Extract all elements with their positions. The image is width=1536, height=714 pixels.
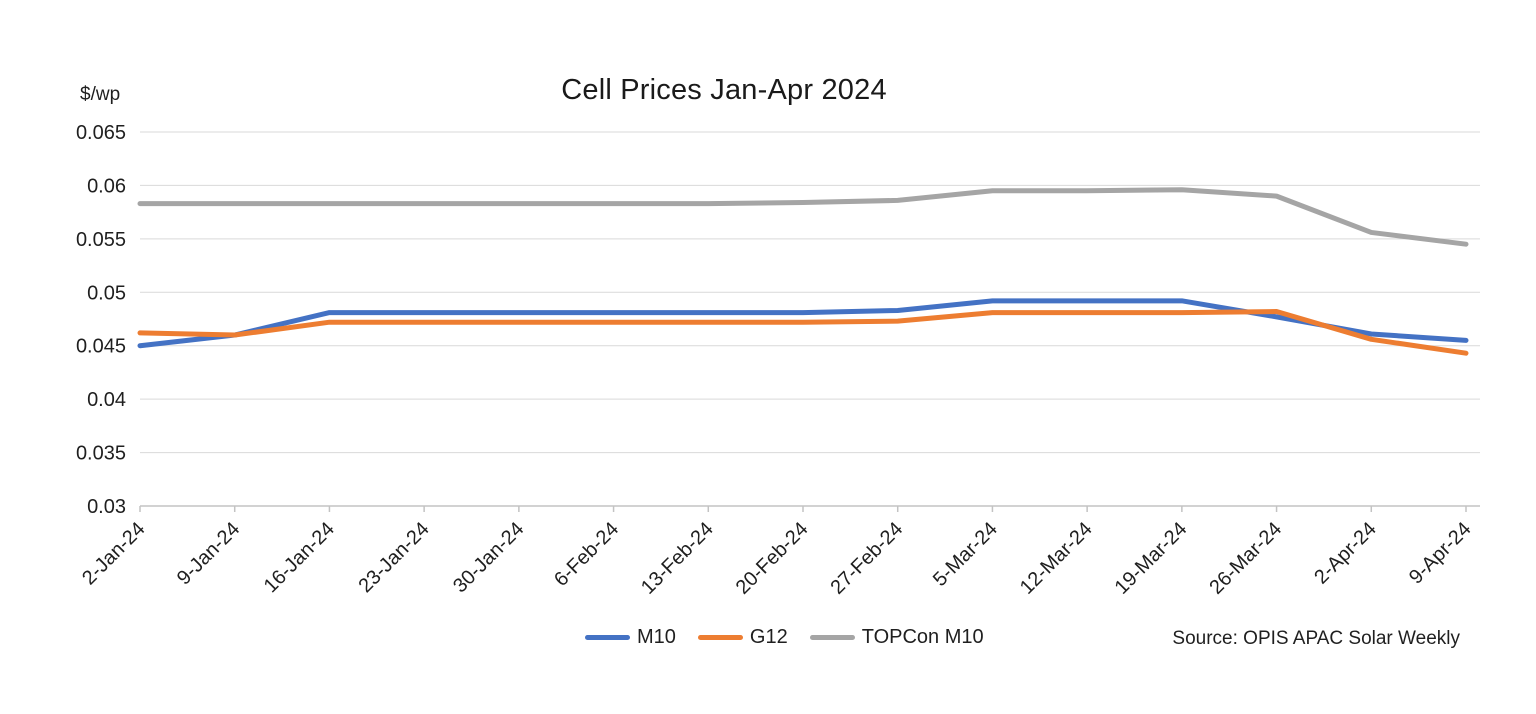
legend-label: M10 <box>637 626 676 648</box>
y-tick-label: 0.04 <box>87 389 126 411</box>
x-tick-label: 6-Feb-24 <box>550 518 623 591</box>
source-note: Source: OPIS APAC Solar Weekly <box>1172 628 1460 649</box>
y-tick-label: 0.06 <box>87 175 126 197</box>
x-tick-label: 30-Jan-24 <box>449 518 528 597</box>
x-tick-label: 2-Jan-24 <box>78 518 149 589</box>
legend-line-swatch <box>809 635 855 640</box>
legend-item-m10: M10 <box>585 626 676 649</box>
x-tick-label: 9-Jan-24 <box>173 518 244 589</box>
x-tick-label: 9-Apr-24 <box>1405 518 1476 589</box>
legend-line-swatch <box>585 635 630 640</box>
y-tick-label: 0.065 <box>76 122 126 144</box>
x-tick-label: 19-Mar-24 <box>1111 518 1192 599</box>
series-line-g12 <box>137 309 1469 356</box>
x-tick-label: 16-Jan-24 <box>260 518 339 597</box>
x-tick-label: 13-Feb-24 <box>637 518 718 599</box>
y-tick-label: 0.045 <box>76 336 126 358</box>
chart-title: Cell Prices Jan-Apr 2024 <box>561 74 887 106</box>
x-tick-label: 12-Mar-24 <box>1016 518 1097 599</box>
x-tick-label: 5-Mar-24 <box>929 518 1002 591</box>
x-tick-label: 23-Jan-24 <box>354 518 433 597</box>
y-tick-label: 0.03 <box>87 496 126 518</box>
x-tick-label: 27-Feb-24 <box>826 518 907 599</box>
y-tick-label: 0.035 <box>76 443 126 465</box>
x-tick-label: 2-Apr-24 <box>1310 518 1381 589</box>
legend-item-topcon-m10: TOPCon M10 <box>809 626 984 649</box>
legend-item-g12: G12 <box>697 626 788 649</box>
legend-line-swatch <box>697 635 743 640</box>
y-axis-unit-label: $/wp <box>80 84 121 105</box>
y-tick-label: 0.055 <box>76 229 126 251</box>
legend-label: TOPCon M10 <box>861 626 984 648</box>
legend-label: G12 <box>749 626 788 648</box>
legend: M10 G12 TOPCon M10 <box>585 626 984 649</box>
series-line-topcon-m10 <box>137 187 1469 247</box>
y-tick-label: 0.05 <box>87 282 126 304</box>
x-tick-label: 26-Mar-24 <box>1205 518 1286 599</box>
x-tick-label: 20-Feb-24 <box>732 518 813 599</box>
